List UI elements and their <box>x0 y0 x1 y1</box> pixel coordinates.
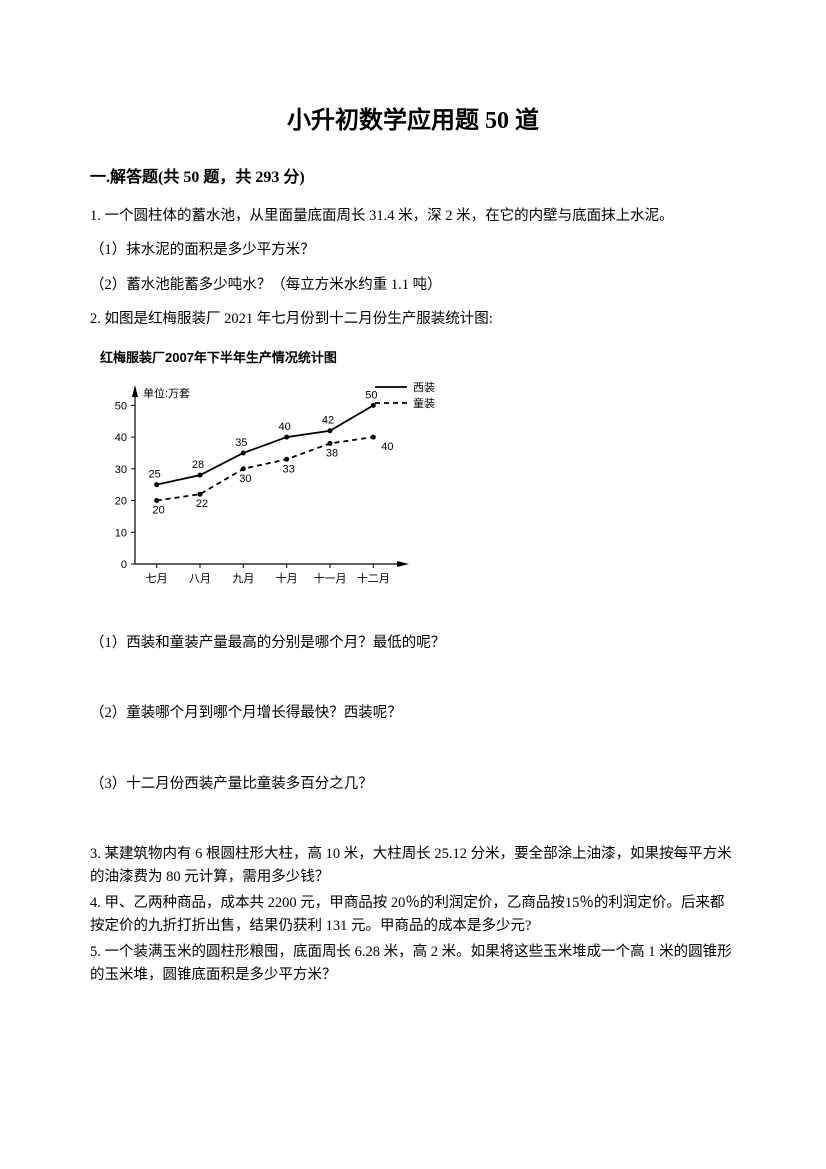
question-1-sub-2: （2）蓄水池能蓄多少吨水？（每立方米水约重 1.1 吨） <box>90 274 736 296</box>
svg-text:八月: 八月 <box>189 573 211 585</box>
svg-text:20: 20 <box>115 495 127 507</box>
section-header: 一.解答题(共 50 题，共 293 分) <box>90 163 736 187</box>
chart-container: 红梅服装厂2007年下半年生产情况统计图 0 10 20 30 40 50 单位:万套七月 八… <box>100 347 736 594</box>
svg-text:42: 42 <box>322 415 334 427</box>
svg-text:38: 38 <box>326 447 338 459</box>
svg-text:九月: 九月 <box>232 572 254 585</box>
svg-text:西装: 西装 <box>413 381 435 394</box>
question-4: 4. 甲、乙两种商品，成本共 2200 元，甲商品按 20％的利润定价，乙商品按… <box>90 892 736 937</box>
svg-text:0: 0 <box>121 559 127 571</box>
svg-text:33: 33 <box>283 463 295 475</box>
svg-text:30: 30 <box>239 473 251 485</box>
svg-text:50: 50 <box>365 389 377 401</box>
svg-text:22: 22 <box>196 498 208 510</box>
svg-text:十月: 十月 <box>276 571 298 585</box>
svg-text:七月: 七月 <box>146 572 168 585</box>
question-2: 2. 如图是红梅服装厂 2021 年七月份到十二月份生产服装统计图: <box>90 308 736 330</box>
svg-text:十一月: 十一月 <box>314 571 347 585</box>
svg-text:35: 35 <box>235 437 247 449</box>
question-2-sub-1: （1）西装和童装产量最高的分别是哪个月？最低的呢？ <box>90 632 736 654</box>
svg-text:40: 40 <box>381 441 393 453</box>
line-chart: 0 10 20 30 40 50 单位:万套七月 八月 九月 十月 十一月十二月 西装童装 25 28 35… <box>100 374 475 594</box>
question-1: 1. 一个圆柱体的蓄水池，从里面量底面周长 31.4 米，深 2 米，在它的内壁… <box>90 205 736 227</box>
svg-text:10: 10 <box>115 527 127 539</box>
svg-text:28: 28 <box>192 459 204 471</box>
question-2-sub-2: （2）童装哪个月到哪个月增长得最快？西装呢？ <box>90 702 736 724</box>
svg-text:30: 30 <box>115 464 127 476</box>
svg-text:20: 20 <box>153 504 165 516</box>
svg-text:25: 25 <box>149 469 161 481</box>
question-3: 3. 某建筑物内有 6 根圆柱形大柱，高 10 米，大柱周长 25.12 分米，… <box>90 843 736 888</box>
svg-text:单位:万套: 单位:万套 <box>143 386 190 400</box>
svg-text:十二月: 十二月 <box>357 571 390 585</box>
svg-text:40: 40 <box>279 421 291 433</box>
svg-text:50: 50 <box>115 400 127 412</box>
svg-text:童装: 童装 <box>413 396 435 410</box>
page-title: 小升初数学应用题 50 道 <box>90 100 736 135</box>
question-5: 5. 一个装满玉米的圆柱形粮囤，底面周长 6.28 米，高 2 米。如果将这些玉… <box>90 941 736 986</box>
chart-title: 红梅服装厂2007年下半年生产情况统计图 <box>100 347 736 366</box>
svg-text:40: 40 <box>115 432 127 444</box>
question-1-sub-1: （1）抹水泥的面积是多少平方米？ <box>90 239 736 261</box>
question-2-sub-3: （3）十二月份西装产量比童装多百分之几？ <box>90 773 736 795</box>
